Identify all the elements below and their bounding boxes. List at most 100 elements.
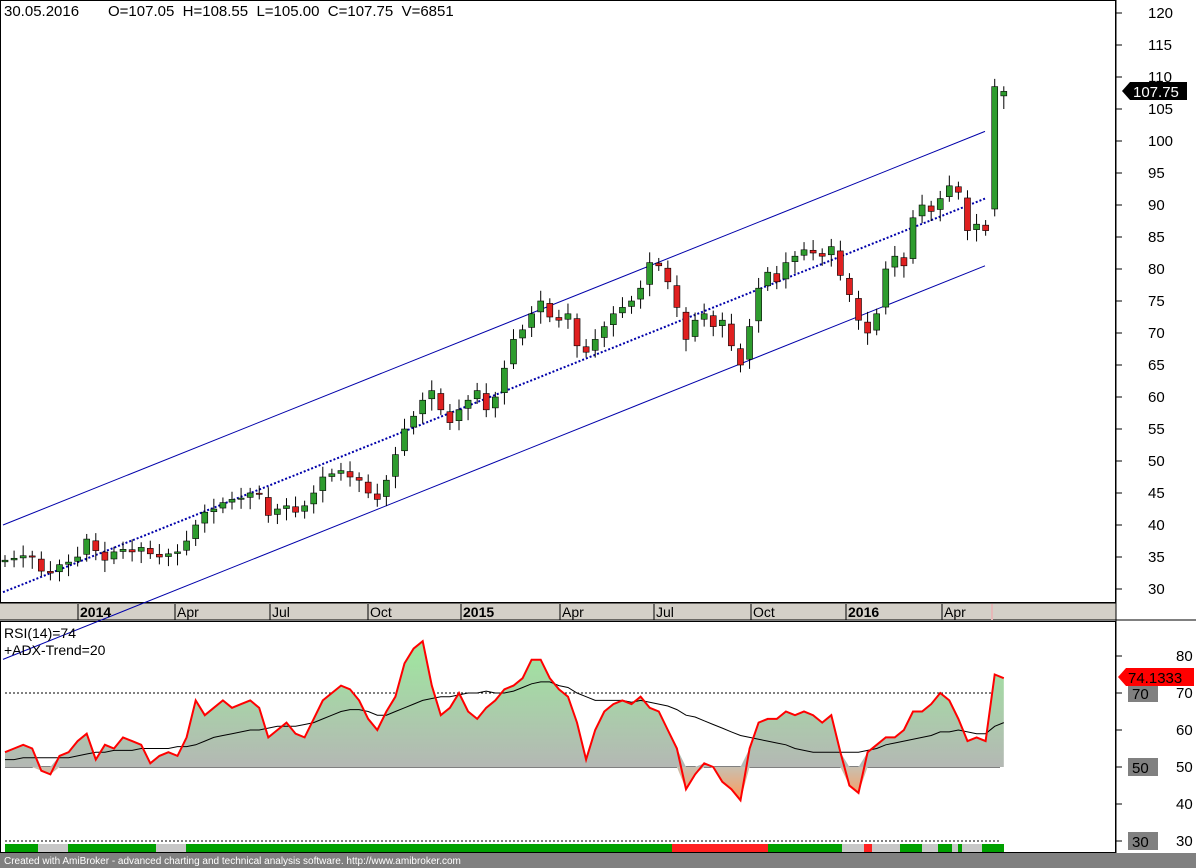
candle-body-down [682,311,690,340]
candle [537,290,545,324]
candle-body-up [564,313,572,320]
price-tick-label: 90 [1148,197,1165,214]
adx-trend-segment [864,844,872,852]
candle-body-up [528,313,535,328]
rsi-level-label: 50 [1132,760,1149,777]
x-tick-label: 2016 [848,604,879,620]
date-label: 30.05.2016 [4,3,79,20]
price-tick-label: 45 [1148,485,1165,502]
candle [800,242,808,261]
candle [38,551,45,577]
x-axis-band [0,603,1116,620]
candle-body-down [482,393,490,411]
price-tick-label: 120 [1148,5,1173,22]
candle-body-up [74,556,81,562]
candle-body-down [728,323,735,347]
candle [610,306,617,337]
candle-body-up [401,428,408,452]
candle-body-down [900,257,908,267]
adx-trend-segment [156,844,186,852]
candle [174,544,181,566]
candle-body-up [628,300,635,307]
candle [628,295,635,314]
candle [555,309,563,328]
channel-upper-line [2,130,986,526]
candle-body-up [537,300,545,313]
candle-body-up [210,508,218,513]
candlestick-series [1,78,1008,582]
candle-body-up [519,329,526,339]
candle [755,277,762,333]
x-tick-label: Apr [177,604,199,620]
candle-body-up [383,479,390,497]
candle [619,297,626,318]
candle-body-down [265,497,272,516]
candle [882,261,890,315]
candle [183,530,190,556]
candle [210,498,218,524]
candle [74,546,81,567]
footer-credit[interactable]: Created with AmiBroker - advanced charti… [4,856,461,867]
candle-body-down [837,250,844,276]
candle-body-down [446,411,454,423]
candle-body-up [192,524,199,539]
candle [664,260,672,290]
candle [56,559,63,582]
candle [355,472,363,493]
candle [837,240,844,281]
candle-body-down [292,506,299,513]
candle-body-up [455,409,463,421]
ohlcv-label: O=107.05 H=108.55 L=105.00 C=107.75 V=68… [108,3,454,20]
candle [292,496,299,518]
candle [28,550,36,569]
regression-channel [2,130,986,660]
price-tick-label: 105 [1148,101,1173,118]
adx-trend-bar [5,844,1004,852]
candle [773,265,781,290]
candle-body-up [755,287,762,322]
candle [337,462,345,481]
x-tick-label: Jul [272,604,290,620]
price-tick-label: 100 [1148,133,1173,150]
candle-body-up [419,399,426,415]
candle [955,181,962,200]
x-tick-label: 2014 [80,604,111,620]
adx-trend-segment [922,844,938,852]
candle-body-down [737,348,744,366]
rsi-tick-label: 50 [1176,759,1193,776]
adx-trend-line [5,681,1004,761]
price-tick-label: 75 [1148,293,1165,310]
candle-body-up [1000,91,1008,97]
last-price-value: 107.75 [1133,84,1179,101]
candle-body-down [818,253,826,257]
candle-body-down [809,249,817,254]
candle-body-up [274,508,281,515]
candle [546,298,554,323]
candle-body-up [646,262,653,285]
candle-body-down [709,315,717,327]
price-tick-label: 50 [1148,453,1165,470]
candle [274,503,281,525]
candle-body-up [991,86,999,210]
candle-body-up [510,339,517,365]
candle [827,238,835,267]
candle [846,273,853,302]
candle-body-up [637,287,644,300]
candle [455,399,463,431]
candle-body-up [65,561,72,565]
candle [1000,86,1008,109]
candle [473,382,481,404]
candle [791,251,799,274]
candle [501,360,508,405]
candle-body-up [328,473,336,477]
adx-trend-segment [186,844,672,852]
adx-trend-segment [958,844,962,852]
candle [492,391,499,418]
candle [655,257,663,271]
candle-body-down [927,205,935,212]
candle [991,78,999,217]
adx-trend-segment [5,844,38,852]
price-tick-label: 110 [1148,69,1172,86]
adx-trend-segment [938,844,952,852]
